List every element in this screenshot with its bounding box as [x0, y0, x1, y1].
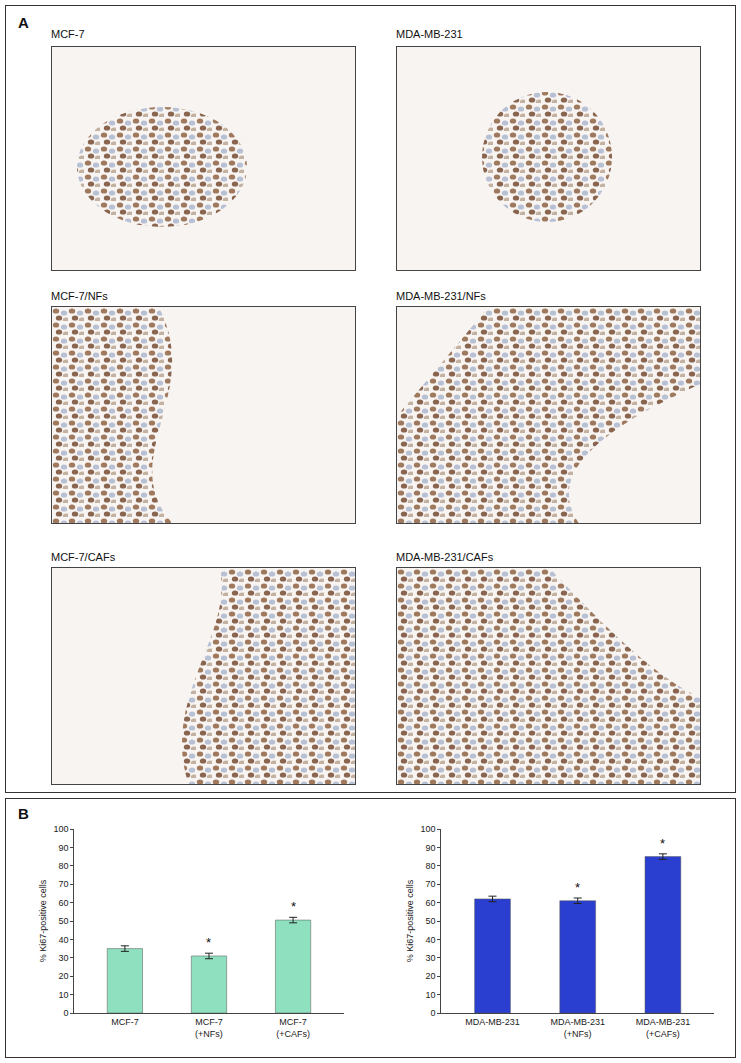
svg-text:MDA-MB-231: MDA-MB-231	[465, 1017, 520, 1027]
svg-text:70: 70	[426, 879, 436, 889]
svg-text:60: 60	[59, 898, 69, 908]
svg-text:MCF-7(+NFs): MCF-7(+NFs)	[195, 1017, 223, 1039]
html-text:MCF-7: MCF-7	[51, 28, 85, 40]
html-text:MCF-7/CAFs: MCF-7/CAFs	[51, 551, 116, 563]
svg-text:100: 100	[54, 824, 69, 834]
svg-text:*: *	[206, 935, 211, 950]
svg-text:80: 80	[426, 861, 436, 871]
svg-text:10: 10	[426, 990, 436, 1000]
svg-text:50: 50	[426, 916, 436, 926]
html-text:MDA-MB-231: MDA-MB-231	[396, 28, 463, 40]
html-text:B: B	[18, 805, 29, 822]
html-text:A: A	[18, 14, 29, 31]
svg-text:100: 100	[421, 824, 436, 834]
html-text:MDA-MB-231/NFs: MDA-MB-231/NFs	[396, 290, 486, 302]
svg-text:MDA-MB-231(+NFs): MDA-MB-231(+NFs)	[550, 1017, 605, 1039]
html-text:MDA-MB-231/CAFs: MDA-MB-231/CAFs	[396, 551, 494, 563]
svg-text:90: 90	[59, 843, 69, 853]
svg-text:% Ki67-positive cells: % Ki67-positive cells	[405, 879, 415, 962]
svg-text:MDA-MB-231(+CAFs): MDA-MB-231(+CAFs)	[636, 1017, 691, 1039]
svg-text:MCF-7(+CAFs): MCF-7(+CAFs)	[276, 1017, 310, 1039]
svg-text:0: 0	[431, 1008, 436, 1018]
svg-text:0: 0	[64, 1008, 69, 1018]
svg-text:*: *	[291, 899, 296, 914]
svg-text:30: 30	[426, 953, 436, 963]
svg-text:80: 80	[59, 861, 69, 871]
svg-text:*: *	[660, 836, 665, 851]
svg-text:40: 40	[426, 935, 436, 945]
svg-text:MCF-7: MCF-7	[111, 1017, 139, 1027]
svg-text:60: 60	[426, 898, 436, 908]
svg-text:20: 20	[59, 971, 69, 981]
svg-text:% Ki67-positive cells: % Ki67-positive cells	[38, 879, 48, 962]
html-text:MCF-7/NFs: MCF-7/NFs	[51, 290, 108, 302]
svg-text:10: 10	[59, 990, 69, 1000]
svg-text:20: 20	[426, 971, 436, 981]
svg-text:90: 90	[426, 843, 436, 853]
svg-text:30: 30	[59, 953, 69, 963]
svg-text:*: *	[575, 880, 580, 895]
svg-text:70: 70	[59, 879, 69, 889]
svg-text:40: 40	[59, 935, 69, 945]
svg-text:50: 50	[59, 916, 69, 926]
